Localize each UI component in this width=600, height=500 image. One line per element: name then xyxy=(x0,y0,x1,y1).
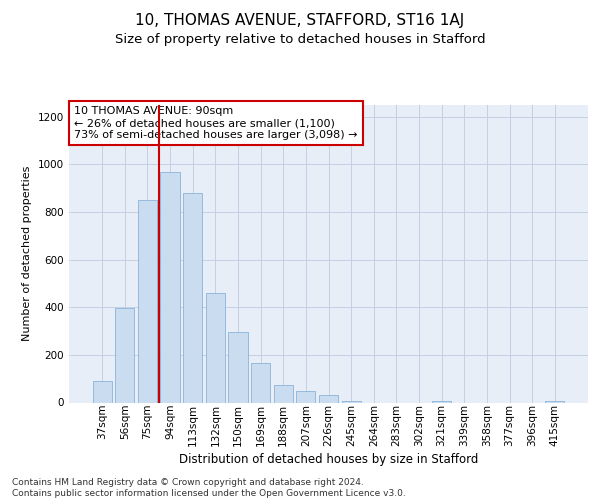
Bar xyxy=(160,172,180,402)
Text: 10, THOMAS AVENUE, STAFFORD, ST16 1AJ: 10, THOMAS AVENUE, STAFFORD, ST16 1AJ xyxy=(136,12,464,28)
Bar xyxy=(319,396,338,402)
Bar xyxy=(92,381,112,402)
Bar xyxy=(138,200,157,402)
Text: Contains HM Land Registry data © Crown copyright and database right 2024.
Contai: Contains HM Land Registry data © Crown c… xyxy=(12,478,406,498)
Text: Size of property relative to detached houses in Stafford: Size of property relative to detached ho… xyxy=(115,32,485,46)
Bar xyxy=(206,293,225,403)
Bar xyxy=(274,384,293,402)
Bar xyxy=(296,390,316,402)
Bar xyxy=(251,363,270,403)
Bar xyxy=(183,193,202,402)
Y-axis label: Number of detached properties: Number of detached properties xyxy=(22,166,32,342)
Bar xyxy=(229,332,248,402)
Text: 10 THOMAS AVENUE: 90sqm
← 26% of detached houses are smaller (1,100)
73% of semi: 10 THOMAS AVENUE: 90sqm ← 26% of detache… xyxy=(74,106,358,140)
X-axis label: Distribution of detached houses by size in Stafford: Distribution of detached houses by size … xyxy=(179,453,478,466)
Bar xyxy=(115,308,134,402)
